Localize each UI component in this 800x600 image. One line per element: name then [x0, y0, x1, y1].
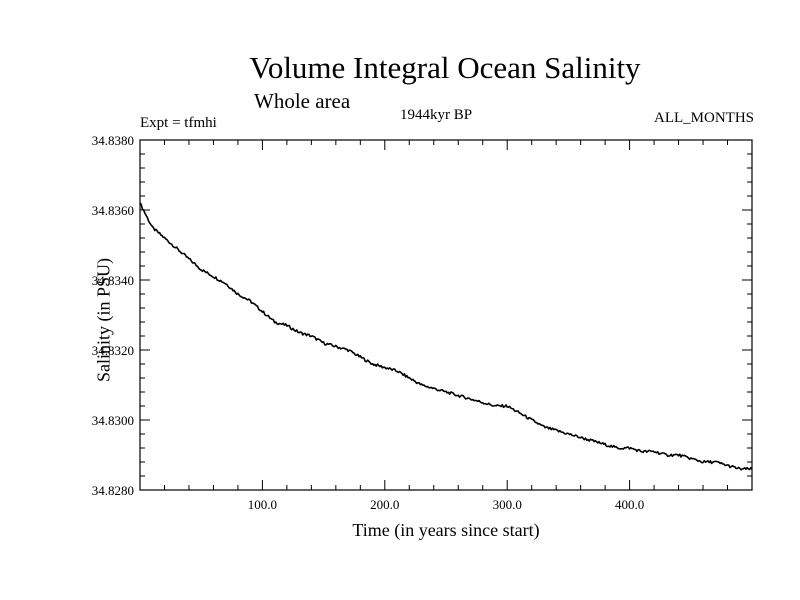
major-ticks	[140, 140, 752, 490]
plot-frame	[139, 139, 753, 491]
months-label: ALL_MONTHS	[654, 110, 754, 126]
y-tick-label: 34.8300	[92, 413, 134, 428]
x-tick-label: 200.0	[370, 497, 399, 512]
tick-labels: 100.0 200.0 300.0 400.0 34.8280 34.8300 34.832…	[92, 133, 644, 512]
x-tick-label: 300.0	[493, 497, 522, 512]
x-tick-label: 400.0	[615, 497, 644, 512]
y-tick-label: 34.8280	[92, 483, 134, 498]
y-tick-label: 34.8380	[92, 133, 134, 148]
chart-subtitle: Whole area	[254, 89, 351, 113]
salinity-series-line	[139, 202, 753, 471]
experiment-label: Expt = tfmhi	[140, 115, 217, 131]
y-tick-label: 34.8360	[92, 203, 134, 218]
chart-title: Volume Integral Ocean Salinity	[249, 50, 641, 85]
x-axis-label: Time (in years since start)	[352, 520, 540, 540]
minor-ticks	[140, 140, 752, 490]
y-tick-label: 34.8320	[92, 343, 134, 358]
period-label: 1944kyr BP	[400, 107, 473, 123]
x-tick-label: 100.0	[248, 497, 277, 512]
y-tick-label: 34.8340	[92, 273, 134, 288]
